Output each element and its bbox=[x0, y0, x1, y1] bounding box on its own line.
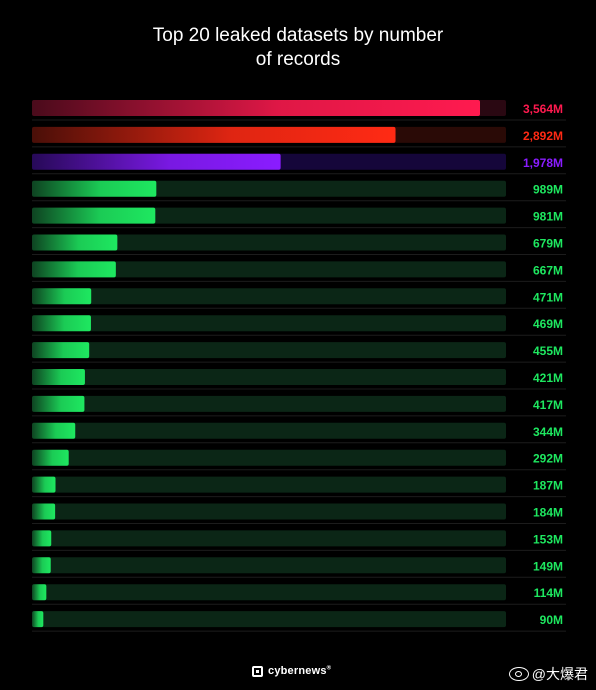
bar-value-label: 149M bbox=[533, 559, 563, 573]
weibo-icon bbox=[508, 667, 529, 681]
bar-track bbox=[32, 611, 506, 628]
bar-value-label: 989M bbox=[533, 183, 563, 197]
bar-value-label: 90M bbox=[540, 613, 563, 627]
bar-value-label: 292M bbox=[533, 452, 563, 466]
bar bbox=[32, 422, 76, 439]
bar-row: 455M bbox=[32, 342, 566, 363]
bar bbox=[32, 584, 47, 601]
bar bbox=[32, 503, 56, 520]
bar-row: 421M bbox=[32, 369, 566, 390]
bar-row: 3,564M bbox=[32, 100, 566, 121]
bars-layer: 3,564M 2,892M 1,978M 989M 981M 679M 667M 471M 46… bbox=[32, 100, 566, 632]
bar-track bbox=[32, 288, 506, 305]
bar bbox=[32, 234, 118, 251]
bar-row: 184M bbox=[32, 503, 566, 524]
bar-row: 153M bbox=[32, 530, 566, 551]
bar-track bbox=[32, 449, 506, 466]
bar bbox=[32, 557, 51, 574]
bar-track bbox=[32, 584, 506, 601]
bar-track bbox=[32, 530, 506, 547]
bar-row: 417M bbox=[32, 395, 566, 417]
bar-value-label: 184M bbox=[533, 506, 563, 520]
bar-value-label: 679M bbox=[533, 237, 563, 251]
bar-track bbox=[32, 261, 506, 278]
bar-track bbox=[32, 395, 506, 412]
bar-value-label: 2,892M bbox=[523, 129, 563, 143]
bar-row: 2,892M bbox=[32, 126, 566, 148]
bar bbox=[32, 530, 52, 547]
bar bbox=[32, 153, 281, 170]
bar-value-label: 153M bbox=[533, 532, 563, 546]
bar-row: 292M bbox=[32, 449, 566, 471]
bar-track bbox=[32, 422, 506, 439]
bar bbox=[32, 180, 157, 197]
bar-value-label: 471M bbox=[533, 290, 563, 304]
bar-value-label: 455M bbox=[533, 344, 563, 358]
bar-row: 114M bbox=[32, 584, 566, 605]
bar-track bbox=[32, 476, 506, 493]
bar bbox=[32, 315, 91, 332]
chart-title: Top 20 leaked datasets by number of reco… bbox=[0, 24, 596, 72]
bar bbox=[32, 261, 116, 278]
bar-row: 344M bbox=[32, 422, 566, 444]
chart-title-line-2: of records bbox=[255, 49, 341, 70]
bar-track bbox=[32, 557, 506, 574]
bar-track bbox=[32, 315, 506, 332]
bar-track bbox=[32, 503, 506, 520]
bar bbox=[32, 476, 56, 493]
bar-row: 989M bbox=[32, 180, 566, 202]
bar-row: 981M bbox=[32, 207, 566, 229]
chart-title-line-1: Top 20 leaked datasets by number bbox=[152, 25, 444, 46]
bar-row: 187M bbox=[32, 476, 566, 498]
bar bbox=[32, 100, 480, 116]
bar-track bbox=[32, 369, 506, 385]
brand-name: cybernews® bbox=[268, 665, 332, 677]
bar-value-label: 417M bbox=[533, 398, 563, 412]
bar-row: 1,978M bbox=[32, 153, 566, 175]
bar-value-label: 981M bbox=[533, 210, 563, 224]
cybernews-logo-icon bbox=[252, 665, 263, 677]
bar bbox=[32, 342, 90, 359]
bar-row: 679M bbox=[32, 234, 566, 255]
bar bbox=[32, 449, 69, 466]
bar-value-label: 421M bbox=[533, 371, 563, 385]
bar bbox=[32, 369, 85, 385]
bar bbox=[32, 288, 92, 305]
bar-row: 149M bbox=[32, 557, 566, 578]
bar bbox=[32, 207, 156, 224]
bar bbox=[32, 126, 396, 143]
bar-track bbox=[32, 342, 506, 359]
bar-row: 667M bbox=[32, 261, 566, 282]
bar bbox=[32, 611, 44, 628]
bar-value-label: 114M bbox=[534, 586, 563, 600]
bar-row: 471M bbox=[32, 288, 566, 309]
brand-logo: cybernews® bbox=[252, 663, 331, 679]
bar-track bbox=[32, 234, 506, 251]
bar-value-label: 469M bbox=[533, 317, 563, 331]
bar-row: 469M bbox=[32, 315, 566, 336]
bar-value-label: 1,978M bbox=[523, 156, 563, 170]
bar bbox=[32, 395, 85, 412]
watermark: @大爆君 bbox=[508, 664, 588, 684]
bar-value-label: 667M bbox=[533, 263, 563, 277]
watermark-text: @大爆君 bbox=[531, 666, 588, 682]
bar-value-label: 344M bbox=[533, 425, 563, 439]
bar-value-label: 3,564M bbox=[523, 102, 563, 116]
bar-value-label: 187M bbox=[533, 479, 563, 493]
bar-row: 90M bbox=[32, 611, 566, 632]
